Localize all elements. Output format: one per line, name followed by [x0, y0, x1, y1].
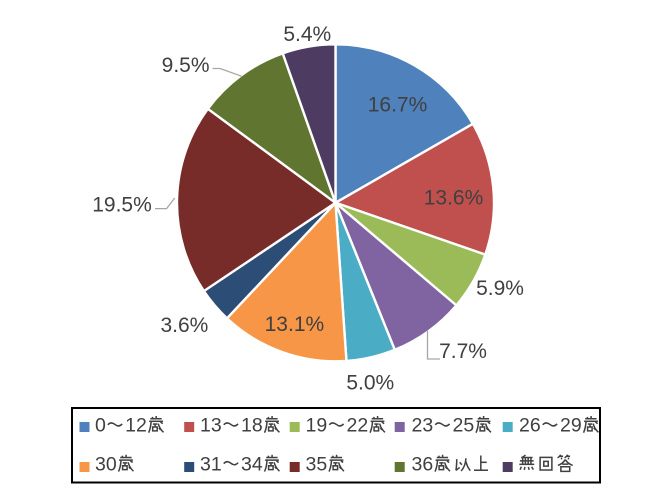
- svg-text:5.0%: 5.0%: [346, 372, 394, 395]
- svg-text:5.9%: 5.9%: [476, 277, 524, 300]
- svg-text:34: 34: [241, 453, 263, 475]
- svg-text:13.1%: 13.1%: [265, 313, 325, 336]
- svg-text:30: 30: [95, 453, 117, 475]
- svg-text:0: 0: [95, 415, 106, 437]
- svg-text:9.5%: 9.5%: [162, 54, 210, 77]
- svg-text:31: 31: [200, 453, 222, 475]
- svg-text:12: 12: [125, 415, 147, 437]
- svg-text:22: 22: [347, 415, 369, 437]
- svg-text:36: 36: [412, 453, 434, 475]
- svg-text:16.7%: 16.7%: [368, 94, 428, 117]
- svg-text:29: 29: [560, 415, 582, 437]
- svg-text:18: 18: [241, 415, 263, 437]
- svg-text:13: 13: [200, 415, 222, 437]
- svg-text:3.6%: 3.6%: [160, 314, 208, 337]
- svg-text:35: 35: [306, 453, 328, 475]
- svg-text:23: 23: [412, 415, 434, 437]
- svg-text:5.4%: 5.4%: [283, 23, 331, 46]
- svg-text:13.6%: 13.6%: [424, 187, 484, 210]
- svg-text:26: 26: [519, 415, 541, 437]
- svg-text:25: 25: [453, 415, 475, 437]
- svg-text:7.7%: 7.7%: [439, 340, 487, 363]
- svg-text:19.5%: 19.5%: [92, 194, 152, 217]
- svg-text:19: 19: [306, 415, 328, 437]
